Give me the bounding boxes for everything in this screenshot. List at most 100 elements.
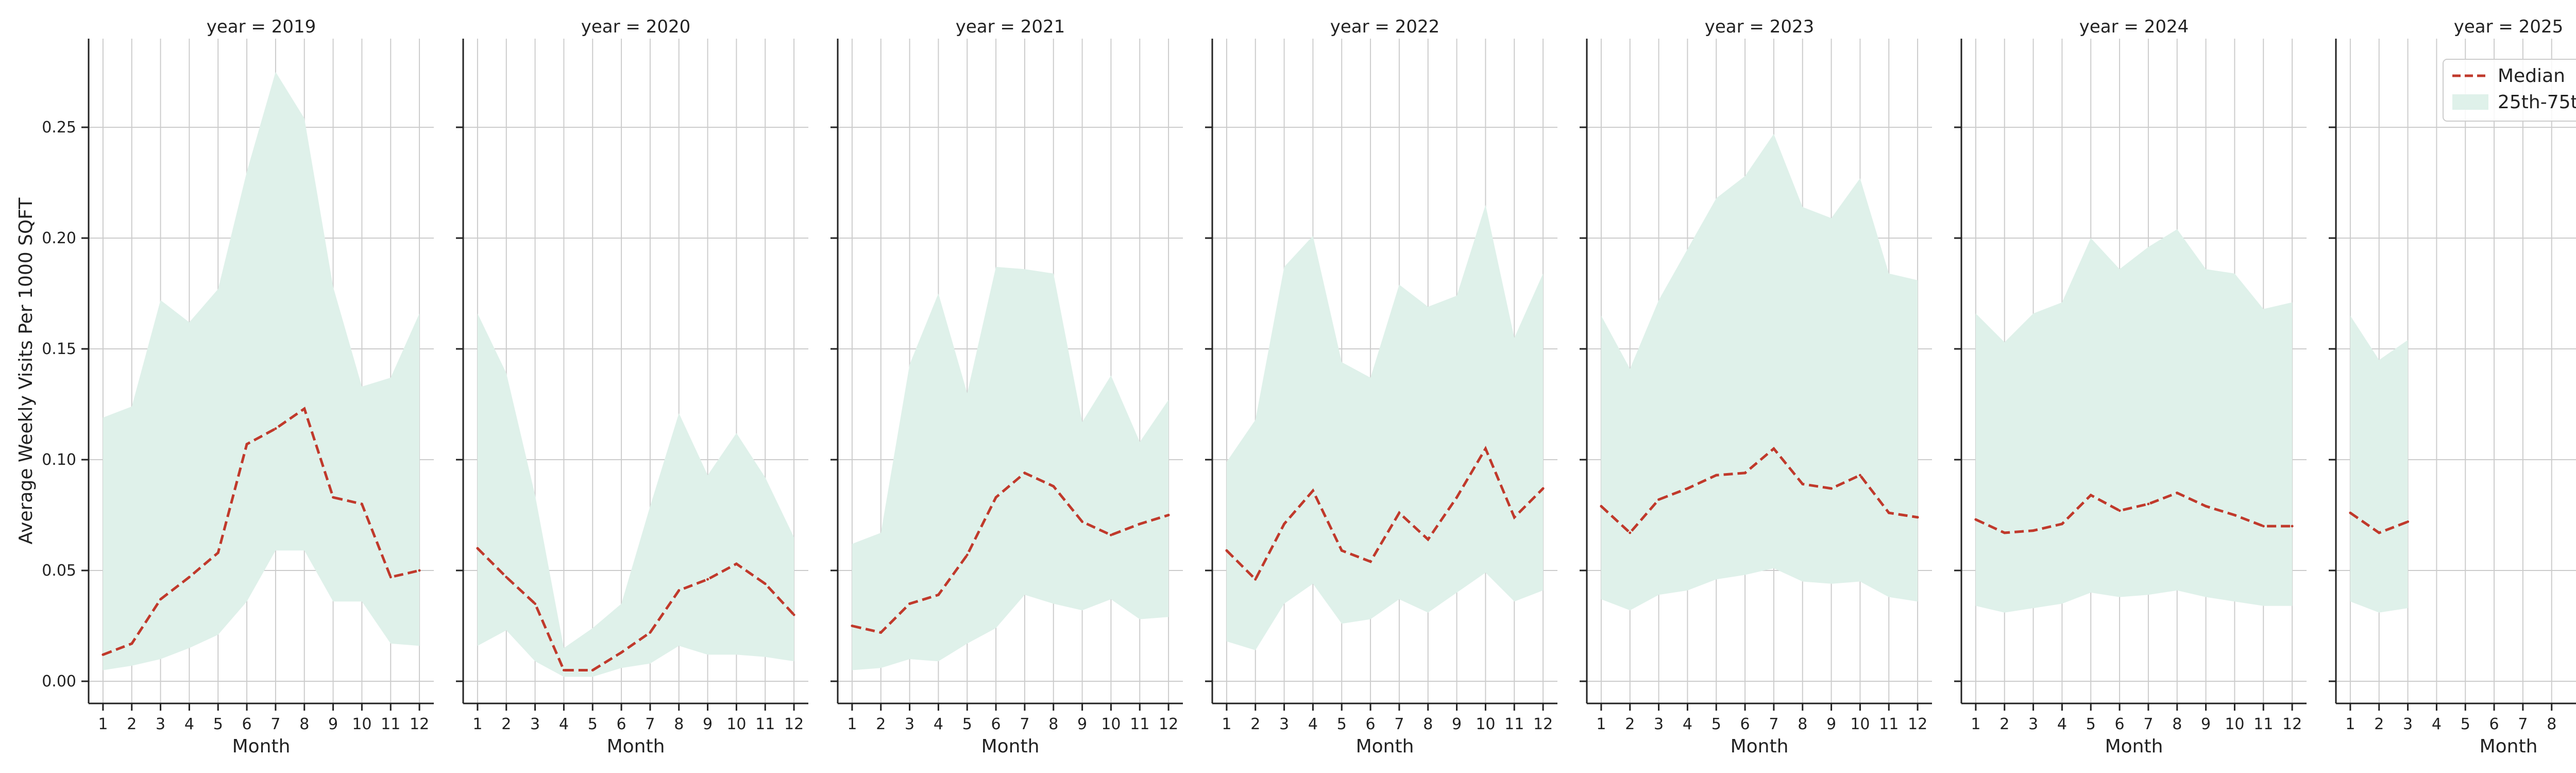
x-tick-label: 8 <box>2172 715 2182 733</box>
panel-title: year = 2021 <box>956 16 1065 37</box>
x-tick-label: 10 <box>1850 715 1870 733</box>
y-tick-label: 0.20 <box>42 229 76 247</box>
median-line <box>1226 445 1544 582</box>
median-point <box>1830 487 1833 490</box>
x-tick-label: 5 <box>2086 715 2096 733</box>
median-point <box>159 598 162 601</box>
x-tick-label: 1 <box>1596 715 1606 733</box>
median-point <box>1225 549 1228 552</box>
x-tick-label: 12 <box>1159 715 1178 733</box>
y-axis-label: Average Weekly Visits Per 1000 SQFT <box>15 197 37 545</box>
median-point <box>2406 520 2410 523</box>
median-point <box>1340 549 1343 552</box>
median-point <box>1484 447 1487 450</box>
x-tick-label: 8 <box>1048 715 1058 733</box>
percentile-band <box>852 266 1169 670</box>
x-tick-label: 12 <box>1908 715 1927 733</box>
x-tick-label: 10 <box>726 715 746 733</box>
x-tick-label: 3 <box>905 715 914 733</box>
y-tick-label: 0.10 <box>42 451 76 469</box>
median-point <box>735 562 738 565</box>
median-point <box>505 576 508 579</box>
x-tick-label: 3 <box>156 715 165 733</box>
median-point <box>2233 514 2236 516</box>
median-point <box>2060 523 2063 526</box>
x-tick-label: 3 <box>2028 715 2038 733</box>
median-point <box>1283 523 1286 526</box>
x-tick-label: 7 <box>645 715 655 733</box>
y-tick-label: 0.25 <box>42 119 76 137</box>
x-tick-label: 8 <box>299 715 309 733</box>
panel-title: year = 2020 <box>581 16 690 37</box>
x-tick-label: 1 <box>1222 715 1231 733</box>
median-line <box>1975 491 2293 534</box>
median-point <box>274 427 277 430</box>
x-tick-label: 6 <box>617 715 626 733</box>
median-point <box>1715 474 1718 477</box>
x-tick-label: 7 <box>1394 715 1404 733</box>
x-tick-label: 5 <box>1711 715 1721 733</box>
x-tick-label: 6 <box>2115 715 2125 733</box>
x-tick-label: 2 <box>127 715 137 733</box>
median-point <box>1369 560 1372 563</box>
x-tick-label: 4 <box>2432 715 2442 733</box>
median-point <box>130 642 133 645</box>
x-tick-label: 4 <box>934 715 943 733</box>
x-tick-label: 12 <box>1533 715 1553 733</box>
panel-title: year = 2025 <box>2454 16 2563 37</box>
x-tick-label: 11 <box>1879 715 1899 733</box>
median-line <box>103 407 420 656</box>
x-tick-label: 7 <box>1020 715 1029 733</box>
x-tick-label: 10 <box>1101 715 1121 733</box>
median-point <box>1455 496 1459 499</box>
x-tick-label: 5 <box>1337 715 1347 733</box>
x-axis-label: Month <box>232 736 291 757</box>
median-point <box>2349 511 2352 514</box>
median-point <box>1801 482 1804 485</box>
median-point <box>2003 531 2006 534</box>
x-tick-label: 12 <box>784 715 804 733</box>
median-point <box>2089 494 2092 497</box>
y-tick-label: 0.00 <box>42 673 76 691</box>
median-point <box>677 589 681 592</box>
x-tick-label: 9 <box>1826 715 1836 733</box>
median-point <box>1081 520 1084 523</box>
x-tick-label: 1 <box>2345 715 2355 733</box>
x-tick-label: 6 <box>242 715 252 733</box>
percentile-band <box>2350 315 2408 613</box>
x-tick-label: 9 <box>2201 715 2211 733</box>
x-tick-label: 9 <box>1452 715 1462 733</box>
median-point <box>2205 505 2208 508</box>
median-point <box>591 669 594 671</box>
median-point <box>2118 509 2121 512</box>
median-point <box>332 496 335 499</box>
median-point <box>1541 487 1545 490</box>
x-tick-label: 6 <box>1740 715 1750 733</box>
median-point <box>1052 485 1055 488</box>
x-tick-label: 3 <box>1279 715 1289 733</box>
median-point <box>1686 487 1689 490</box>
x-tick-label: 7 <box>2518 715 2528 733</box>
x-tick-label: 12 <box>2282 715 2302 733</box>
median-line <box>477 547 795 671</box>
x-tick-label: 4 <box>1683 715 1692 733</box>
x-tick-label: 6 <box>2489 715 2499 733</box>
x-tick-label: 10 <box>2225 715 2244 733</box>
median-point <box>1513 516 1516 519</box>
x-tick-label: 2 <box>1625 715 1635 733</box>
x-tick-label: 10 <box>352 715 371 733</box>
median-point <box>1138 523 1141 526</box>
panel-title: year = 2019 <box>207 16 316 37</box>
median-point <box>389 576 392 579</box>
percentile-band <box>477 313 794 677</box>
legend-band-swatch <box>2452 94 2488 110</box>
median-point <box>879 631 883 634</box>
x-tick-label: 11 <box>381 715 400 733</box>
x-tick-label: 3 <box>1654 715 1664 733</box>
x-tick-label: 8 <box>1798 715 1807 733</box>
median-point <box>418 569 421 572</box>
percentile-band <box>1601 133 1918 611</box>
legend-band-label: 25th-75th Percentile <box>2498 92 2576 113</box>
